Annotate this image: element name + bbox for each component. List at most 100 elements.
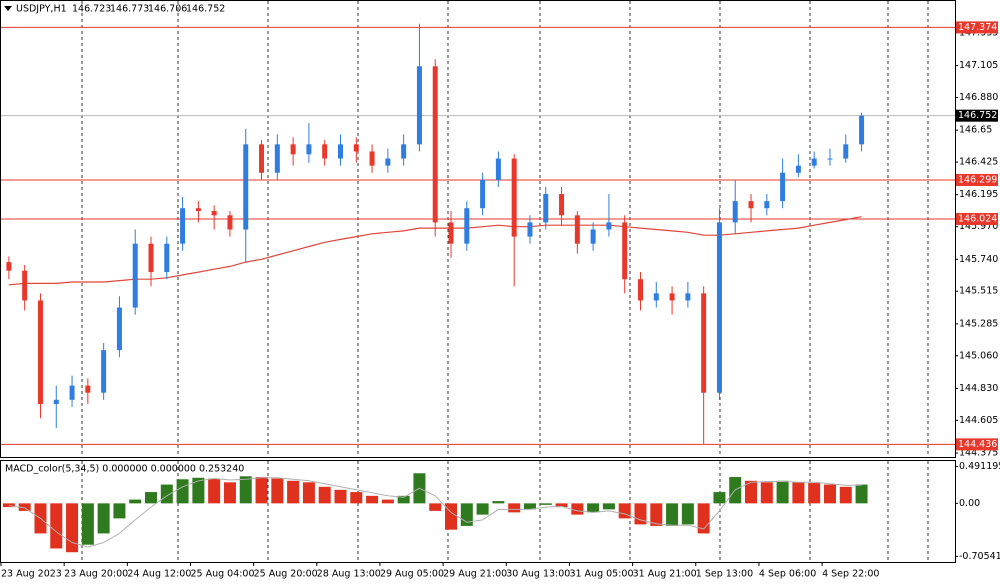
candle-body xyxy=(764,201,770,209)
menu-arrow[interactable] xyxy=(4,6,12,11)
macd-bar xyxy=(839,486,852,504)
macd-bar xyxy=(397,495,410,504)
y-tick-label: 145.060 xyxy=(959,350,998,361)
candle-body xyxy=(53,399,59,405)
candle-body xyxy=(859,115,865,145)
y-tick-label: 144.830 xyxy=(959,383,998,394)
x-tick-label: 4 Sep 22:00 xyxy=(822,569,879,580)
level-label: 144.436 xyxy=(958,439,997,450)
macd-bar xyxy=(760,482,773,504)
macd-bar xyxy=(302,482,315,504)
macd-bar xyxy=(476,503,489,515)
y-tick-label: 146.880 xyxy=(959,92,998,103)
macd-bar xyxy=(208,478,221,504)
macd-bar xyxy=(713,492,726,504)
candle-body xyxy=(416,66,422,145)
candle-body xyxy=(574,215,580,244)
candle-body xyxy=(432,66,438,223)
candle-body xyxy=(843,144,849,159)
x-tick-label: 28 Aug 13:00 xyxy=(317,569,381,580)
macd-bar xyxy=(792,482,805,504)
macd-bar xyxy=(381,499,394,504)
macd-bar xyxy=(681,503,694,525)
y-tick-label: 146.65 xyxy=(959,125,992,136)
candle-body xyxy=(195,208,201,212)
macd-bar xyxy=(587,503,600,513)
macd-bar xyxy=(808,483,821,504)
macd-bar xyxy=(318,486,331,504)
current-price-tag xyxy=(956,109,998,122)
x-tick-label: 4 Sep 06:00 xyxy=(759,569,816,580)
candle-body xyxy=(116,307,122,351)
candle-body xyxy=(37,300,43,405)
macd-bar xyxy=(350,492,363,504)
y-tick-label: 145.515 xyxy=(959,286,998,297)
macd-bar xyxy=(602,503,615,510)
candle-body xyxy=(622,222,628,280)
candle-body xyxy=(827,158,833,160)
macd-bar xyxy=(618,503,631,519)
candle-body xyxy=(101,350,107,393)
y-tick-label: 144.605 xyxy=(959,415,998,426)
macd-bar xyxy=(113,503,126,519)
macd-bar xyxy=(745,480,758,504)
y-tick-label: 144.375 xyxy=(959,448,998,459)
macd-bar xyxy=(271,478,284,504)
x-tick-label: 31 Aug 05:00 xyxy=(569,569,633,580)
candle-body xyxy=(543,194,549,223)
x-tick-label: 31 Aug 21:00 xyxy=(633,569,697,580)
candle-body xyxy=(748,201,754,209)
macd-bar xyxy=(666,503,679,526)
macd-bar xyxy=(555,503,568,508)
ohlc-open: 146.723 xyxy=(72,4,111,15)
candle-body xyxy=(495,158,501,180)
y-tick-label: 147.105 xyxy=(959,60,998,71)
macd-bar xyxy=(50,503,63,549)
macd-bar xyxy=(97,503,110,534)
macd-bar xyxy=(539,503,552,505)
x-tick-label: 24 Aug 12:00 xyxy=(127,569,191,580)
candle-body xyxy=(590,229,596,244)
macd-bar xyxy=(176,479,189,504)
macd-bar xyxy=(160,484,173,504)
macd-bar xyxy=(255,477,268,504)
macd-bar xyxy=(2,503,15,508)
y-tick-label: 145.285 xyxy=(959,318,998,329)
macd-bar xyxy=(571,503,584,515)
x-tick-label: 29 Aug 05:00 xyxy=(380,569,444,580)
ohlc-low: 146.706 xyxy=(148,4,187,15)
candle-body xyxy=(464,208,470,244)
y-tick-label: 145.970 xyxy=(959,221,998,232)
macd-tick-label: 0.491195 xyxy=(959,461,1000,472)
candle-body xyxy=(716,222,722,393)
candle-body xyxy=(274,144,280,173)
candle-body xyxy=(401,144,407,159)
candle-body xyxy=(243,144,249,230)
candle-body xyxy=(353,144,359,152)
macd-frame xyxy=(0,460,956,563)
macd-bar xyxy=(192,477,205,504)
candle-body xyxy=(132,243,138,308)
candle-body xyxy=(180,208,186,244)
macd-bar xyxy=(145,492,158,504)
candle-body xyxy=(795,165,801,173)
macd-bar xyxy=(18,503,31,511)
candle-body xyxy=(259,144,265,173)
candle-body xyxy=(701,293,707,393)
macd-signal xyxy=(8,477,862,548)
x-tick-label: 30 Aug 13:00 xyxy=(506,569,570,580)
macd-bar xyxy=(855,484,868,504)
candle-body xyxy=(559,194,565,216)
candle-body xyxy=(606,222,612,230)
macd-bar xyxy=(492,501,505,504)
level-tag xyxy=(956,173,998,186)
x-tick-label: 29 Aug 21:00 xyxy=(443,569,507,580)
candle-body xyxy=(337,144,343,159)
ohlc-close: 146.752 xyxy=(186,4,225,15)
candle-body xyxy=(685,293,691,301)
macd-title: MACD_color(5,34,5) 0.000000 0.000000 0.2… xyxy=(5,464,244,475)
x-tick-label: 25 Aug 20:00 xyxy=(254,569,318,580)
macd-bar xyxy=(129,499,142,504)
ohlc-high: 146.773 xyxy=(110,4,149,15)
candle-body xyxy=(227,215,233,230)
